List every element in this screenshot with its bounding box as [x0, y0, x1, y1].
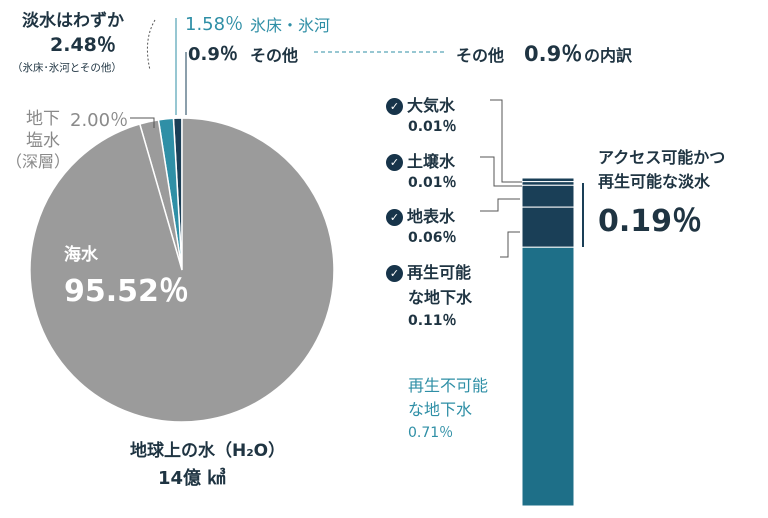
bar-segment-再生可能な地下水	[521, 206, 575, 248]
soil-name: 土壌水	[407, 152, 456, 171]
pie-chart	[29, 117, 335, 423]
surface-name: 地表水	[407, 207, 456, 226]
soil-label: ✓ 土壌水	[386, 148, 455, 172]
atm-name: 大気水	[407, 96, 456, 115]
bar-segment-再生不可能な地下水	[521, 246, 575, 507]
leader-soil	[480, 156, 522, 187]
leader-surface	[480, 198, 520, 212]
sea-name: 海水	[64, 245, 98, 265]
other-name: その他	[250, 46, 299, 65]
check-icon: ✓	[386, 209, 403, 226]
bar-segment-大気水	[521, 177, 575, 183]
nonrenew-name2: な地下水	[408, 400, 473, 419]
saline-line2: 塩水	[26, 131, 60, 151]
saline-line3: （深層）	[6, 152, 71, 171]
renew-name2: な地下水	[408, 288, 473, 307]
nonrenew-name1: 再生不可能	[408, 376, 489, 395]
breakdown-title-pct: 0.9％	[524, 42, 583, 66]
nonrenew-pct: 0.71％	[408, 425, 454, 441]
bar-segment-土壌水	[521, 181, 575, 186]
access-line1: アクセス可能かつ	[598, 148, 726, 167]
renew-name1: 再生可能	[407, 263, 472, 282]
earth-total: 14億 ㎦	[158, 468, 226, 489]
check-icon: ✓	[386, 265, 403, 282]
leader-saline	[130, 117, 155, 128]
atm-label: ✓ 大気水	[386, 92, 455, 116]
pie-slice-海水	[29, 117, 335, 423]
earth-title: 地球上の水（H₂O）	[130, 441, 286, 461]
leader-freshwater	[146, 19, 156, 71]
access-line2: 再生可能な淡水	[598, 172, 711, 191]
surface-pct: 0.06％	[408, 230, 457, 246]
ice-pct: 1.58％	[185, 14, 244, 35]
renew-label: ✓ 再生可能	[386, 259, 471, 283]
leader-lines	[130, 18, 584, 258]
freshwater-sub: （氷床･氷河とその他）	[12, 62, 122, 74]
surface-label: ✓ 地表水	[386, 203, 455, 227]
check-icon: ✓	[386, 98, 403, 115]
other-pct: 0.9％	[188, 44, 238, 65]
breakdown-title-a: その他	[456, 46, 505, 65]
freshwater-pct: 2.48％	[50, 34, 116, 56]
check-icon: ✓	[386, 154, 403, 171]
saline-pct: 2.00％	[70, 110, 129, 131]
ice-name: 氷床・氷河	[250, 16, 331, 35]
renew-pct: 0.11％	[408, 313, 457, 329]
breakdown-bar	[521, 177, 575, 507]
soil-pct: 0.01％	[408, 175, 457, 191]
freshwater-title: 淡水はわずか	[22, 11, 124, 31]
atm-pct: 0.01％	[408, 119, 457, 135]
sea-pct: 95.52％	[64, 274, 189, 309]
bar-segment-地表水	[521, 184, 575, 208]
access-pct: 0.19％	[598, 204, 703, 239]
leader-renew	[500, 231, 520, 258]
breakdown-title-b: の内訳	[584, 46, 633, 65]
saline-line1: 地下	[26, 109, 60, 129]
leader-atm	[490, 99, 522, 183]
